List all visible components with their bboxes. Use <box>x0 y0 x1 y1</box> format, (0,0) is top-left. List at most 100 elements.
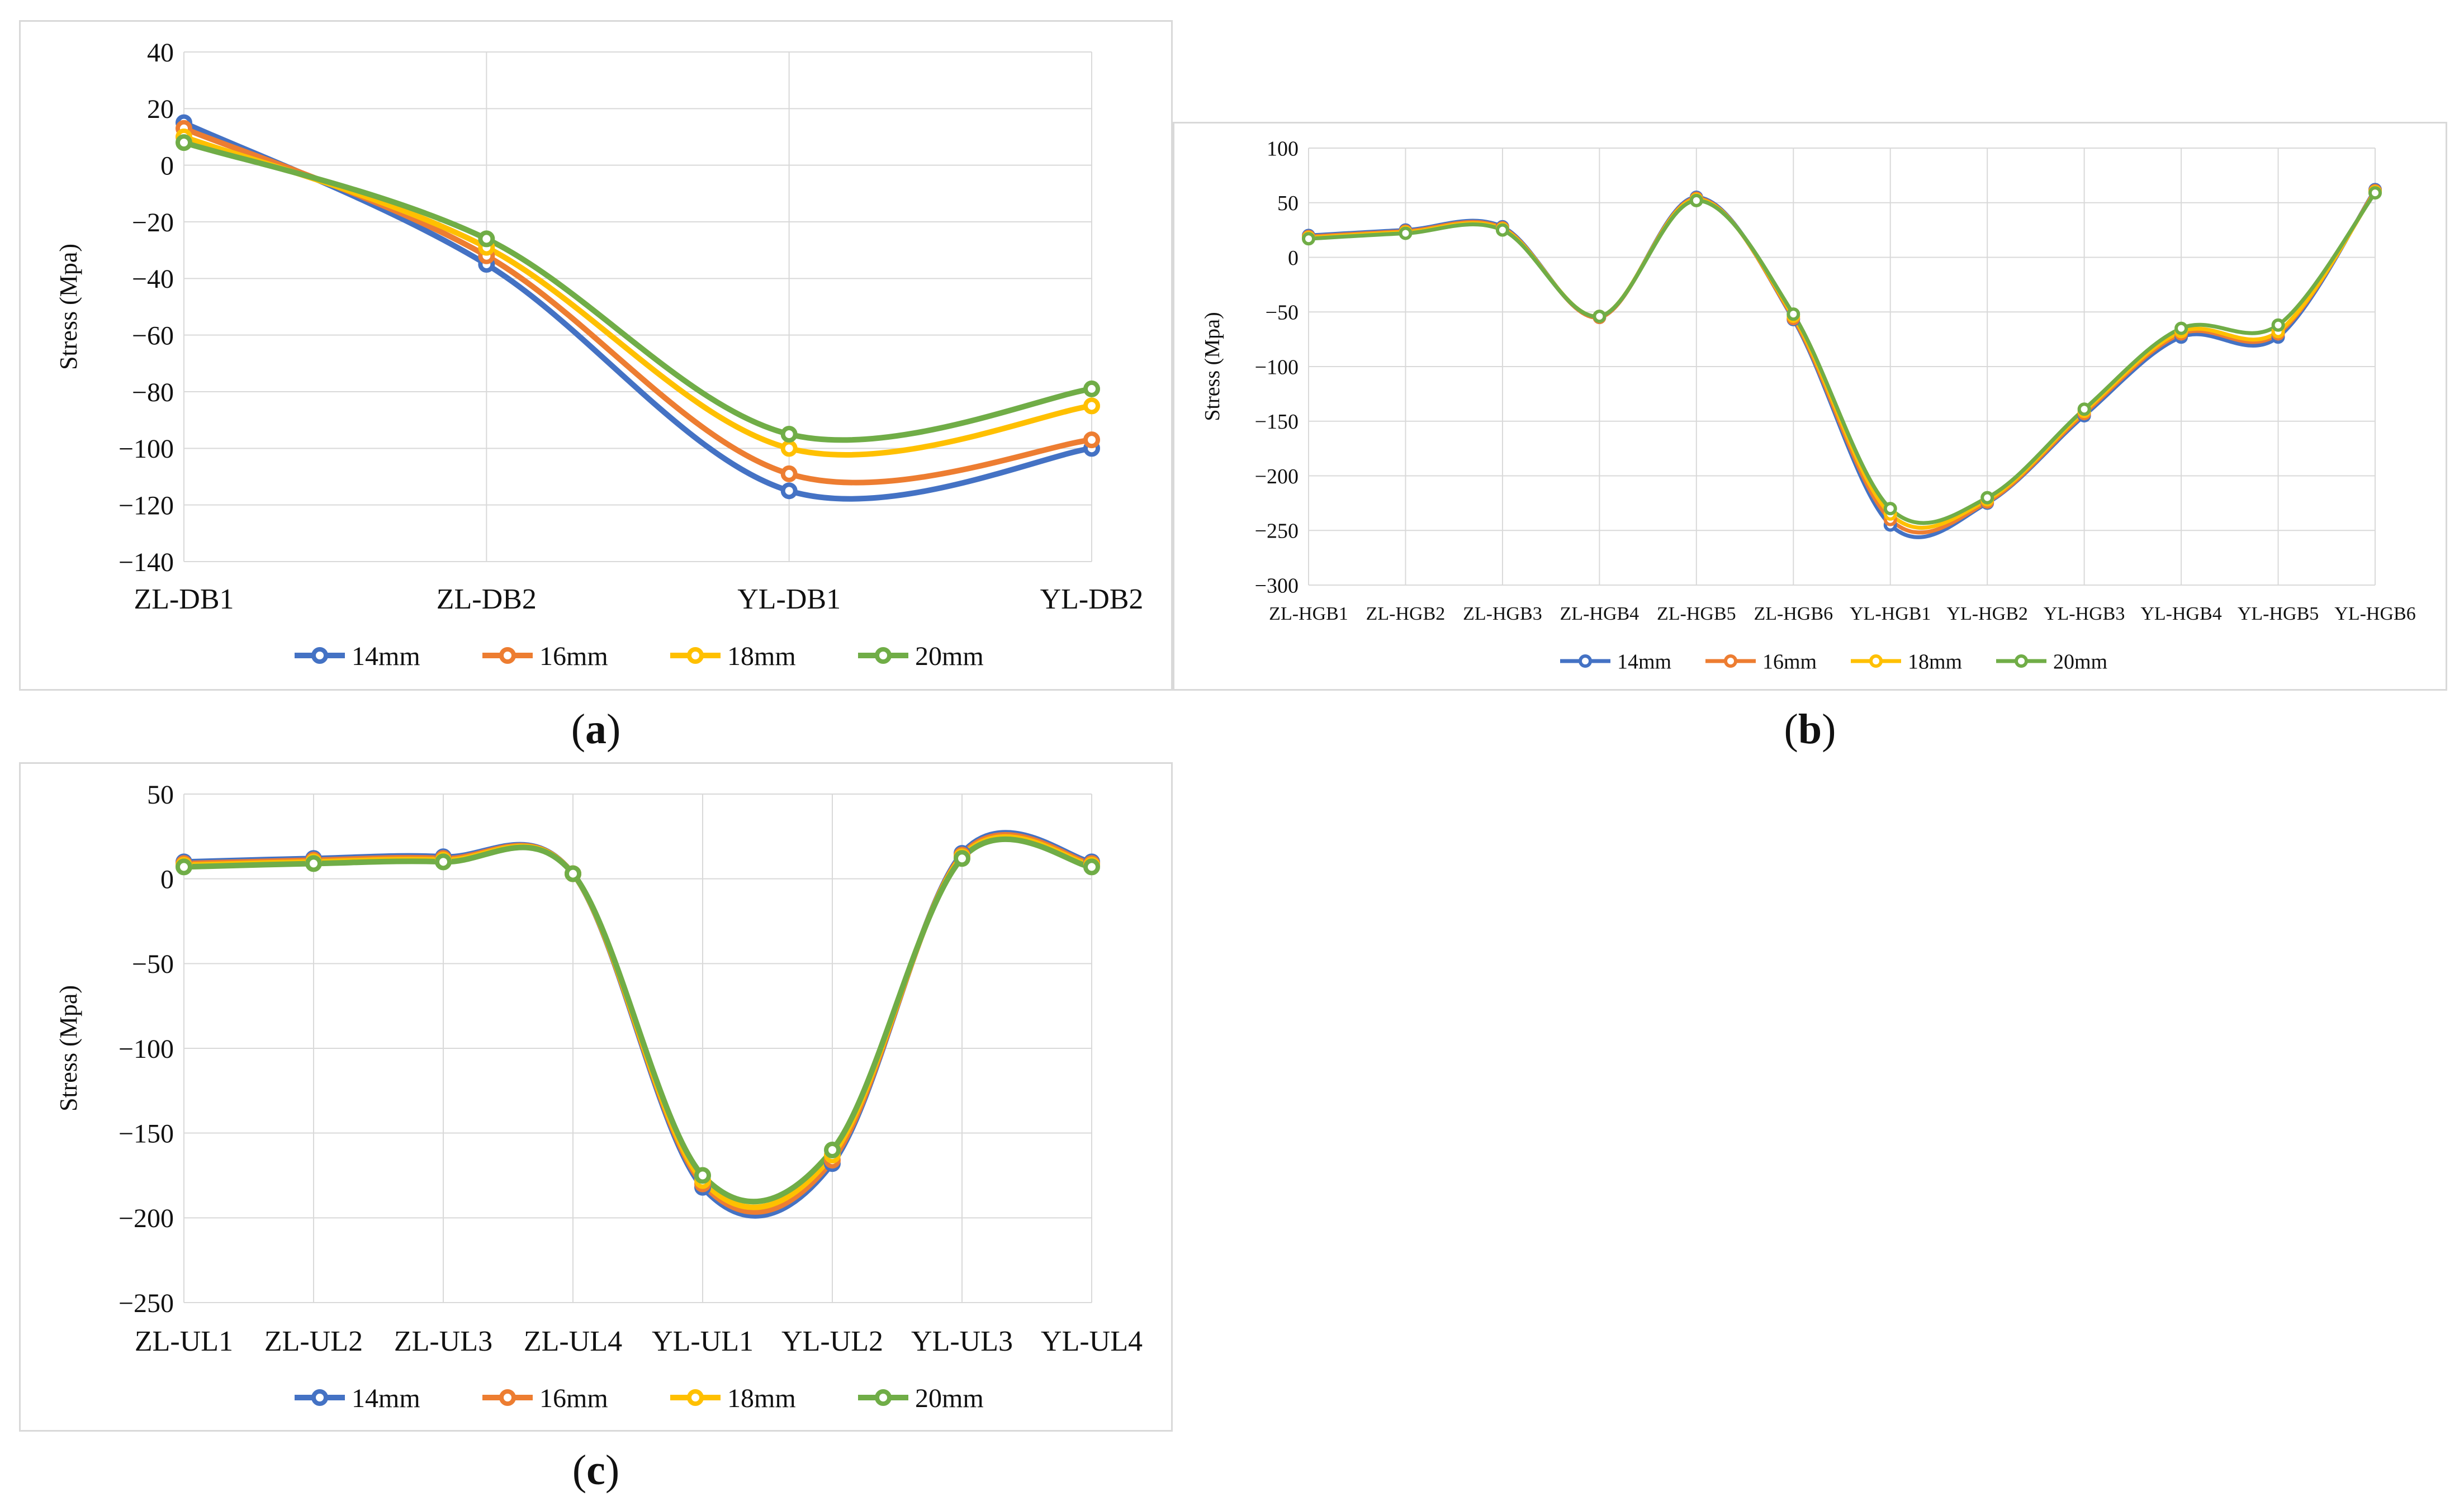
chart-panel-b: 100 50 0 −50 −100 −150 −200 −250 −300 ZL-HGB1 ZL-H… <box>1173 122 2447 691</box>
y-tick-label-c-2: −50 <box>132 949 174 979</box>
series-line-c-20mm <box>181 837 1094 1205</box>
y-tick-label-b-0: 100 <box>1267 137 1299 160</box>
y-tick-label-b-7: −250 <box>1255 520 1299 543</box>
data-point-b-20mm-9 <box>2174 321 2188 335</box>
x-tick-label-c-0: ZL-UL1 <box>135 1325 233 1357</box>
chart-svg-c: 50 0 −50 −100 −150 −200 −250 ZL-UL1 ZL-UL2 ZL-UL3… <box>55 780 1143 1413</box>
legend-label-b-20mm: 20mm <box>2053 650 2107 673</box>
caption-a-letter: a <box>585 706 606 753</box>
y-tick-label-a-1: 20 <box>147 94 174 124</box>
legend-item-a-16mm: 16mm <box>482 642 608 671</box>
chart-panel-c: 50 0 −50 −100 −150 −200 −250 ZL-UL1 ZL-UL2 ZL-UL3… <box>19 762 1173 1432</box>
x-tick-label-b-11: YL-HGB6 <box>2334 604 2415 624</box>
data-point-a-16mm-3 <box>1083 431 1100 449</box>
series-markers-b-18mm <box>1302 185 2382 521</box>
y-tick-label-a-3: −20 <box>132 208 174 237</box>
legend-swatch-marker-b-18mm <box>1869 654 1883 668</box>
legend-item-b-14mm: 14mm <box>1560 650 1671 673</box>
y-tick-label-a-9: −140 <box>119 548 174 577</box>
gridlines-b <box>1308 148 2376 586</box>
y-tick-label-a-2: 0 <box>160 151 174 180</box>
legend-c: 14mm 16mm 18mm 20mm <box>295 1384 984 1413</box>
data-point-c-20mm-2 <box>435 853 452 871</box>
legend-label-b-14mm: 14mm <box>1617 650 1671 673</box>
data-point-b-20mm-11 <box>2368 186 2382 200</box>
x-tick-label-c-7: YL-UL4 <box>1041 1325 1143 1357</box>
legend-item-c-20mm: 20mm <box>858 1384 984 1413</box>
y-tick-label-b-8: −300 <box>1255 574 1299 597</box>
legend-item-c-14mm: 14mm <box>295 1384 420 1413</box>
legend-item-a-14mm: 14mm <box>295 642 420 671</box>
y-tick-label-b-4: −100 <box>1255 355 1299 379</box>
legend-item-b-16mm: 16mm <box>1705 650 1817 673</box>
series-line-b-18mm <box>1306 189 2377 530</box>
legend-label-c-20mm: 20mm <box>915 1384 984 1413</box>
y-tick-label-b-6: −200 <box>1255 465 1299 488</box>
y-tick-label-a-4: −40 <box>132 264 174 294</box>
data-point-b-20mm-6 <box>1883 502 1897 516</box>
y-tick-label-a-7: −100 <box>119 434 174 464</box>
data-point-b-20mm-5 <box>1787 307 1800 321</box>
x-tick-label-a-1: ZL-DB2 <box>437 583 537 615</box>
y-tick-label-a-8: −120 <box>119 491 174 520</box>
series-line-b-14mm <box>1306 187 2377 539</box>
caption-a: (a) <box>571 706 621 753</box>
series-c-20mm <box>181 837 1094 1205</box>
x-tick-labels-c: ZL-UL1 ZL-UL2 ZL-UL3 ZL-UL4 YL-UL1 YL-UL2 YL-U… <box>135 1325 1143 1357</box>
legend-label-a-20mm: 20mm <box>915 642 984 671</box>
x-tick-label-b-8: YL-HGB3 <box>2044 604 2125 624</box>
legend-swatch-marker-b-14mm <box>1579 654 1592 668</box>
y-tick-label-a-5: −60 <box>132 321 174 350</box>
series-b-18mm <box>1306 189 2377 530</box>
data-point-c-20mm-4 <box>694 1167 711 1184</box>
data-point-a-16mm-2 <box>780 465 798 482</box>
legend-swatch-marker-b-16mm <box>1724 654 1737 668</box>
y-axis-label-b: Stress (Mpa) <box>1201 312 1224 421</box>
y-tick-label-c-6: −250 <box>119 1289 174 1318</box>
series-markers-b-20mm <box>1302 186 2382 516</box>
caption-c-letter: c <box>586 1447 605 1494</box>
y-axis-label-a: Stress (Mpa) <box>55 244 82 370</box>
legend-swatch-marker-c-14mm <box>311 1389 328 1406</box>
data-point-b-20mm-10 <box>2271 318 2285 332</box>
x-tick-label-c-2: ZL-UL3 <box>394 1325 492 1357</box>
series-a-18mm <box>181 134 1094 458</box>
series-b-16mm <box>1306 188 2377 535</box>
x-tick-label-b-4: ZL-HGB5 <box>1657 604 1736 624</box>
x-tick-labels-b: ZL-HGB1 ZL-HGB2 ZL-HGB3 ZL-HGB4 ZL-HGB5 ZL-HG… <box>1269 604 2416 624</box>
data-point-c-20mm-3 <box>565 865 581 882</box>
data-point-b-20mm-2 <box>1495 223 1509 237</box>
x-tick-label-c-3: ZL-UL4 <box>524 1325 622 1357</box>
series-b-20mm <box>1306 191 2377 525</box>
series-markers-b-14mm <box>1302 183 2382 532</box>
x-tick-label-b-3: ZL-HGB4 <box>1560 604 1639 624</box>
data-point-a-18mm-3 <box>1083 397 1100 415</box>
y-tick-label-a-6: −80 <box>132 378 174 407</box>
legend-label-a-16mm: 16mm <box>539 642 608 671</box>
series-line-a-20mm <box>181 140 1094 443</box>
data-point-a-20mm-3 <box>1083 380 1100 397</box>
series-markers-c-20mm <box>176 850 1100 1184</box>
y-tick-label-c-0: 50 <box>147 780 174 810</box>
legend-item-b-20mm: 20mm <box>1996 650 2107 673</box>
data-point-c-20mm-0 <box>176 858 192 876</box>
legend-item-b-18mm: 18mm <box>1851 650 1962 673</box>
caption-b: (b) <box>1784 706 1836 753</box>
data-point-b-20mm-3 <box>1593 310 1607 324</box>
y-axis-label-c: Stress (Mpa) <box>55 985 82 1111</box>
legend-swatch-marker-c-20mm <box>875 1389 892 1406</box>
data-point-b-20mm-1 <box>1399 226 1413 240</box>
data-point-b-20mm-4 <box>1689 193 1703 207</box>
y-tick-label-c-3: −100 <box>119 1034 174 1064</box>
legend-label-a-18mm: 18mm <box>727 642 796 671</box>
legend-swatch-marker-a-18mm <box>687 647 704 664</box>
x-tick-label-c-5: YL-UL2 <box>781 1325 883 1357</box>
x-tick-label-a-2: YL-DB1 <box>737 583 841 615</box>
x-tick-label-a-0: ZL-DB1 <box>134 583 234 615</box>
data-point-a-20mm-2 <box>780 426 798 443</box>
series-markers-b-16mm <box>1302 184 2382 526</box>
data-point-c-20mm-7 <box>1083 858 1100 876</box>
caption-c: (c) <box>572 1447 620 1494</box>
